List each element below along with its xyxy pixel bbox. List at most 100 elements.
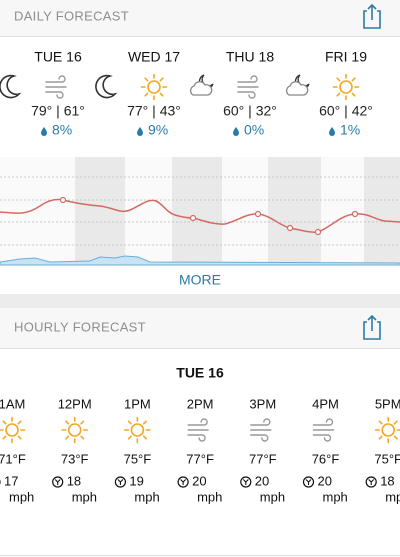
sun-ray [336,92,341,97]
sun-icon [124,416,151,444]
hourly-title: HOURLY FORECAST [14,319,146,334]
rain-drop [233,127,239,136]
precip: 0% [244,122,264,138]
wind-unit: mph [385,489,400,504]
sun-ray [393,420,398,425]
hour-wind: 18 [380,473,394,488]
share-button[interactable] [363,314,381,340]
wind-lines [237,75,259,99]
hour-time: 12PM [58,396,92,411]
sun-icon [0,416,26,444]
rain-drop [41,127,47,136]
hour-time: 1PM [124,396,151,411]
wind-icon [250,418,272,442]
sun-ray [80,435,85,440]
daily-header-bg [0,0,400,36]
wind-unit: mph [134,489,159,504]
day-temps: 60° | 32° [223,103,277,119]
day-name: FRI 19 [325,49,367,65]
sun-icon [140,73,168,101]
sun-icon [61,416,88,444]
wind-icon [187,418,209,442]
sun-ray [159,77,164,82]
moon-cloud-icon [285,74,310,96]
hour-temp: 71°F [0,451,26,466]
wind-dir-arrow [242,479,249,485]
rain-drop [137,127,143,136]
wind-dir-icon [52,476,64,488]
hour-wind: 20 [192,473,206,488]
day-temps: 60° | 42° [319,103,373,119]
moon-shape [198,74,214,90]
day-temps: 79° | 61° [31,103,85,119]
wind-unit: mph [260,489,285,504]
cloud-shape [285,81,309,96]
hour-wind: 17 [4,473,18,488]
sun-ray [142,435,148,440]
sun-core [339,80,353,94]
sun-icon [332,73,360,101]
sun-ray [2,435,7,440]
hour-temp: 75°F [374,451,400,466]
hour-temp: 77°F [186,451,214,466]
sun-core [130,423,145,437]
hour-time: 1AM [0,396,25,411]
sun-core [147,80,161,94]
sun-ray [393,435,398,440]
wind-lines [45,75,67,99]
day-name: WED 17 [128,49,180,65]
wind-unit: mph [9,489,34,504]
sun-ray [127,435,132,440]
hour-wind: 18 [67,473,81,488]
sun-ray [80,420,85,425]
day-name: THU 18 [226,49,274,65]
wind-dir-icon [240,476,252,488]
moon-icon [95,74,118,99]
sun-ray [159,92,164,97]
hour-temp: 76°F [312,451,340,466]
moon-cloud-icon [189,74,214,96]
sun-ray [142,420,148,425]
sun-ray [144,77,149,82]
wind-lines [312,418,335,442]
wind-dir-icon [177,476,189,488]
sun-icon [374,416,400,444]
wind-unit: mph [72,489,97,504]
hour-temp: 75°F [124,451,152,466]
precip: 1% [340,122,360,138]
wind-icon [45,75,67,99]
hour-wind: 20 [318,473,332,488]
moon-shape [294,74,310,90]
hour-time: 3PM [249,396,276,411]
wind-dir-icon [302,476,315,488]
wind-dir-arrow [305,479,312,485]
share-button[interactable] [363,3,381,29]
moon-shape [95,74,118,99]
hour-time: 5PM [375,396,400,411]
more-button[interactable]: MORE [179,272,221,288]
wind-dir-icon [114,476,127,488]
sun-core [381,423,396,437]
wind-dir-arrow [180,479,186,485]
wind-unit: mph [323,489,348,504]
sun-ray [336,77,341,82]
sun-ray [65,420,70,425]
wind-unit: mph [197,489,222,504]
wind-lines [250,418,272,442]
sun-ray [144,92,149,97]
hour-wind: 20 [255,473,269,488]
wind-icon [312,418,335,442]
moon-shape [0,74,22,99]
hour-wind: 19 [129,473,143,488]
wind-icon [237,75,259,99]
sun-ray [378,435,383,440]
wind-dir-arrow [117,479,124,485]
precip: 8% [52,122,72,138]
sun-ray [17,435,22,440]
sun-core [67,423,82,437]
precip: 9% [148,122,168,138]
sun-ray [65,435,70,440]
sun-ray [351,92,356,97]
hour-time: 2PM [187,396,214,411]
